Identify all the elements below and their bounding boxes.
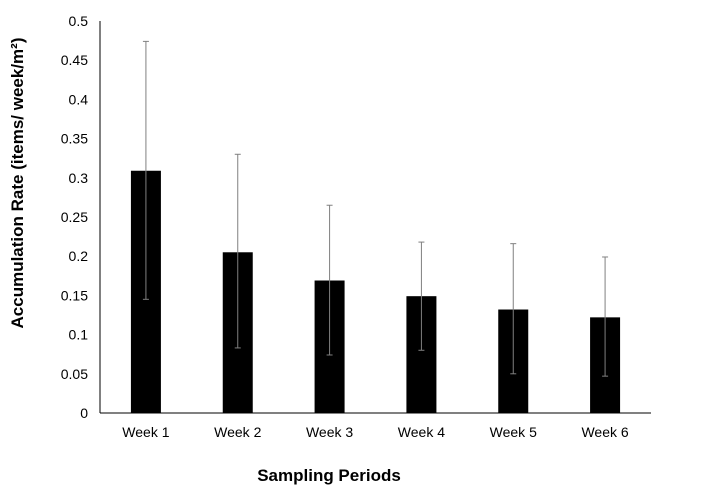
y-tick-label: 0.25 xyxy=(61,209,88,225)
y-tick-label: 0.35 xyxy=(61,131,88,147)
error-bar xyxy=(510,243,517,375)
y-tick-label: 0.45 xyxy=(61,52,88,68)
axes-layer xyxy=(99,21,651,414)
y-tick-label: 0.05 xyxy=(61,366,88,382)
x-tick-label: Week 1 xyxy=(122,424,169,440)
y-tick-label: 0.5 xyxy=(69,13,89,29)
y-tick-label: 0.1 xyxy=(69,327,89,343)
error-bar xyxy=(142,40,149,300)
error-bar xyxy=(234,153,241,349)
y-tick-labels: 0 0.05 0.1 0.15 0.2 0.25 0.3 0.35 0.4 0.45 0.5 xyxy=(61,13,88,421)
y-tick-label: 0.15 xyxy=(61,287,88,303)
y-axis-title: Accumulation Rate (items/ week/m²) xyxy=(8,38,27,329)
y-tick-label: 0.3 xyxy=(69,170,89,186)
error-bar xyxy=(418,241,425,351)
x-tick-label: Week 4 xyxy=(398,424,445,440)
error-bar xyxy=(326,204,333,356)
bars-layer xyxy=(130,170,621,413)
y-tick-label: 0.2 xyxy=(69,248,89,264)
y-tick-label: 0.4 xyxy=(69,91,89,107)
error-bar xyxy=(602,256,609,377)
x-axis-title: Sampling Periods xyxy=(257,466,401,485)
error-bars-layer xyxy=(142,40,609,377)
x-tick-label: Week 2 xyxy=(214,424,261,440)
x-tick-label: Week 6 xyxy=(581,424,628,440)
x-tick-labels: Week 1 Week 2 Week 3 Week 4 Week 5 Week 6 xyxy=(122,424,629,440)
x-tick-label: Week 5 xyxy=(490,424,537,440)
x-tick-label: Week 3 xyxy=(306,424,353,440)
y-tick-label: 0 xyxy=(80,405,88,421)
